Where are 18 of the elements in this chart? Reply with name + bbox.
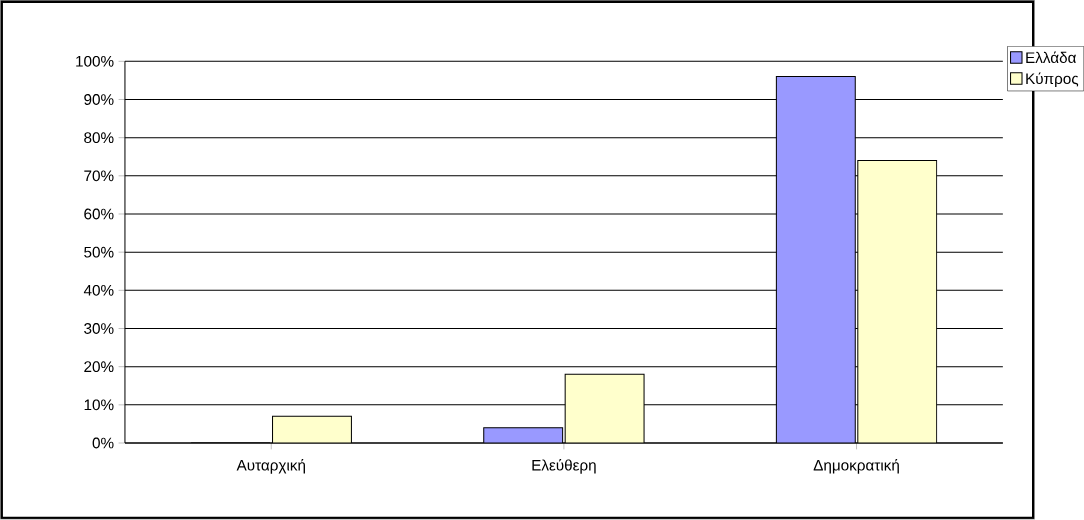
bar <box>775 76 856 444</box>
legend-label: Ελλάδα <box>1026 51 1076 64</box>
y-tick-label: 0% <box>92 437 114 449</box>
y-tick-label: 60% <box>84 208 114 220</box>
y-tick-label: 30% <box>84 323 114 335</box>
y-tick-label: 70% <box>84 170 114 182</box>
y-tick-label: 20% <box>84 361 114 373</box>
y-tick-label: 50% <box>84 246 114 258</box>
x-tick-label: Αυταρχική <box>236 459 305 474</box>
y-tick-label: 90% <box>84 94 114 106</box>
y-tick-label: 40% <box>83 285 114 296</box>
x-tick-label: Δημοκρατική <box>813 459 899 474</box>
x-tick-label: Ελεύθερη <box>532 459 596 474</box>
y-tick-label: 100% <box>76 56 114 67</box>
bar <box>483 427 564 444</box>
y-tick-label: 80% <box>84 132 114 144</box>
legend-label: Κύπρος <box>1026 72 1079 88</box>
y-tick-label: 10% <box>84 399 114 411</box>
